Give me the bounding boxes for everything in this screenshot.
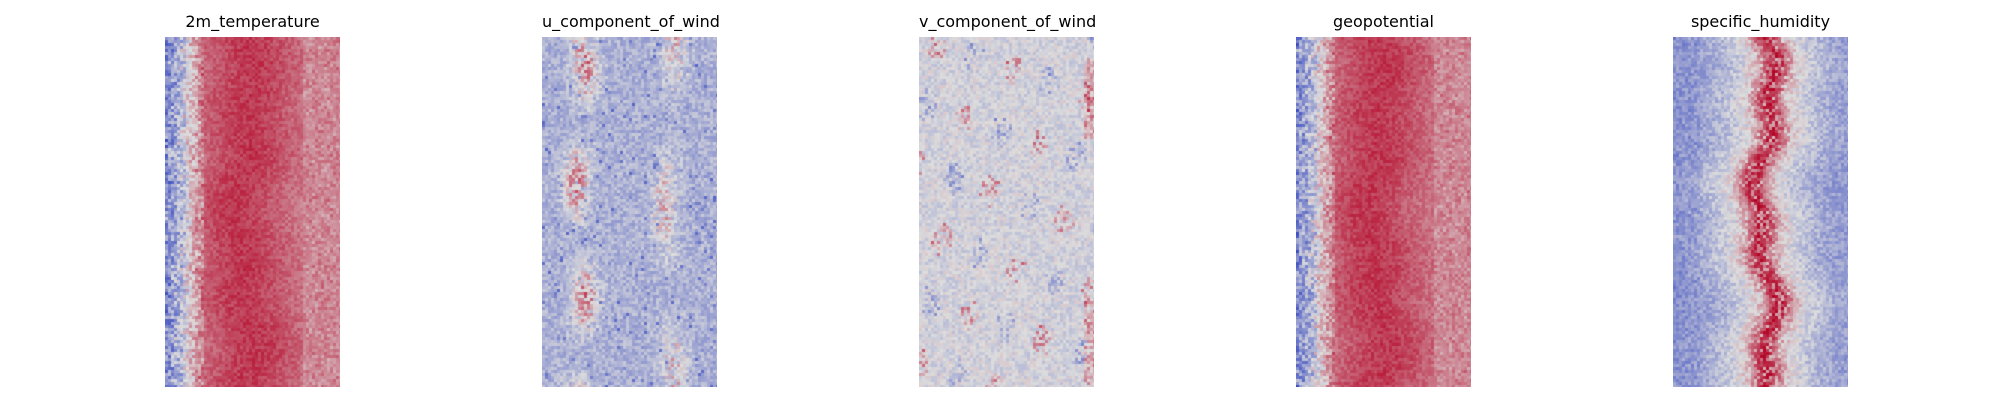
heatmap-specific-humidity xyxy=(1673,37,1848,387)
panel-2m-temperature: 2m_temperature xyxy=(165,0,340,400)
panel-title: geopotential xyxy=(1333,12,1434,31)
panel-specific-humidity: specific_humidity xyxy=(1673,0,1848,400)
heatmap-geopotential xyxy=(1296,37,1471,387)
heatmap-u-component-of-wind xyxy=(542,37,717,387)
panel-title: specific_humidity xyxy=(1690,12,1831,31)
panel-geopotential: geopotential xyxy=(1296,0,1471,400)
panel-title: 2m_temperature xyxy=(185,12,320,31)
panel-title: v_component_of_wind xyxy=(919,12,1097,31)
heatmap-v-component-of-wind xyxy=(919,37,1094,387)
panel-u-component-of-wind: u_component_of_wind xyxy=(542,0,720,400)
panel-title: u_component_of_wind xyxy=(542,12,720,31)
panel-v-component-of-wind: v_component_of_wind xyxy=(919,0,1097,400)
heatmap-2m-temperature xyxy=(165,37,340,387)
